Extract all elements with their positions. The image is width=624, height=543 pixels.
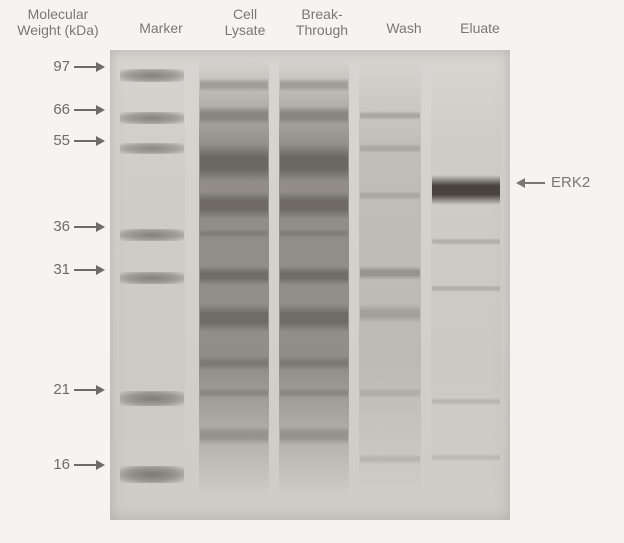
header-wash: Wash [374, 20, 434, 36]
gel-band [200, 229, 268, 238]
gel-band [200, 106, 268, 125]
arrow-right-head-icon [96, 62, 105, 72]
gel-band [280, 356, 348, 370]
mw-marker-row: 55 [0, 132, 105, 149]
arrow-right-icon [74, 109, 96, 111]
header-molecular-weight: Molecular Weight (kDa) [8, 6, 108, 38]
gel-band [200, 426, 268, 445]
gel-band [360, 111, 420, 120]
mw-value: 97 [53, 58, 74, 75]
gel-band [120, 391, 184, 406]
gel-band [432, 238, 500, 245]
gel-band [360, 388, 420, 397]
mw-marker-row: 97 [0, 58, 105, 75]
gel-band [120, 69, 184, 82]
gel-band [280, 191, 348, 219]
header-eluate: Eluate [450, 20, 510, 36]
arrow-right-icon [74, 226, 96, 228]
lane-break-through [278, 50, 350, 520]
lane-eluate [430, 50, 502, 520]
header-cell-lysate: Cell Lysate [210, 6, 280, 38]
mw-value: 36 [53, 218, 74, 235]
gel-band [200, 78, 268, 92]
mw-marker-row: 21 [0, 381, 105, 398]
gel-band [120, 112, 184, 124]
gel-image [110, 50, 510, 520]
gel-band [280, 426, 348, 445]
lane-wash [358, 50, 422, 520]
gel-band [120, 272, 184, 284]
arrow-right-head-icon [96, 136, 105, 146]
gel-band [200, 356, 268, 370]
gel-figure: { "figure": { "width_px": 624, "height_p… [0, 0, 624, 543]
arrow-right-icon [74, 140, 96, 142]
gel-band [280, 78, 348, 92]
arrow-right-icon [74, 66, 96, 68]
erk2-label: ERK2 [516, 174, 590, 191]
mw-marker-row: 31 [0, 261, 105, 278]
gel-band [120, 143, 184, 154]
gel-band [280, 144, 348, 182]
arrow-right-icon [74, 389, 96, 391]
gel-band [200, 144, 268, 182]
gel-band [432, 398, 500, 405]
mw-value: 16 [53, 456, 74, 473]
gel-band [432, 285, 500, 292]
mw-value: 31 [53, 261, 74, 278]
mw-value: 21 [53, 381, 74, 398]
gel-band [360, 191, 420, 200]
mw-marker-row: 36 [0, 218, 105, 235]
header-break-through: Break- Through [284, 6, 360, 38]
mw-value: 55 [53, 132, 74, 149]
gel-band [432, 454, 500, 461]
gel-band [360, 304, 420, 323]
gel-band [200, 388, 268, 397]
gel-band [280, 388, 348, 397]
gel-band [200, 191, 268, 219]
arrow-right-head-icon [96, 105, 105, 115]
mw-marker-row: 16 [0, 456, 105, 473]
header-marker: Marker [126, 20, 196, 36]
lane-smear [431, 59, 500, 496]
gel-band [280, 229, 348, 238]
arrow-right-head-icon [96, 460, 105, 470]
gel-band [360, 266, 420, 280]
arrow-shaft [525, 182, 545, 184]
arrow-left-icon [516, 178, 525, 188]
gel-band [200, 304, 268, 332]
arrow-right-icon [74, 464, 96, 466]
gel-band [200, 266, 268, 285]
lane-cell-lysate [198, 50, 270, 520]
arrow-right-head-icon [96, 222, 105, 232]
gel-band [432, 175, 500, 206]
gel-band [280, 266, 348, 285]
gel-band [280, 304, 348, 332]
mw-marker-row: 66 [0, 101, 105, 118]
gel-band [360, 454, 420, 463]
gel-band [120, 466, 184, 483]
mw-value: 66 [53, 101, 74, 118]
arrow-right-icon [74, 269, 96, 271]
gel-band [120, 229, 184, 241]
gel-band [360, 144, 420, 153]
lane-marker [118, 50, 186, 520]
arrow-right-head-icon [96, 265, 105, 275]
gel-band [280, 106, 348, 125]
arrow-right-head-icon [96, 385, 105, 395]
erk2-text: ERK2 [545, 174, 590, 191]
